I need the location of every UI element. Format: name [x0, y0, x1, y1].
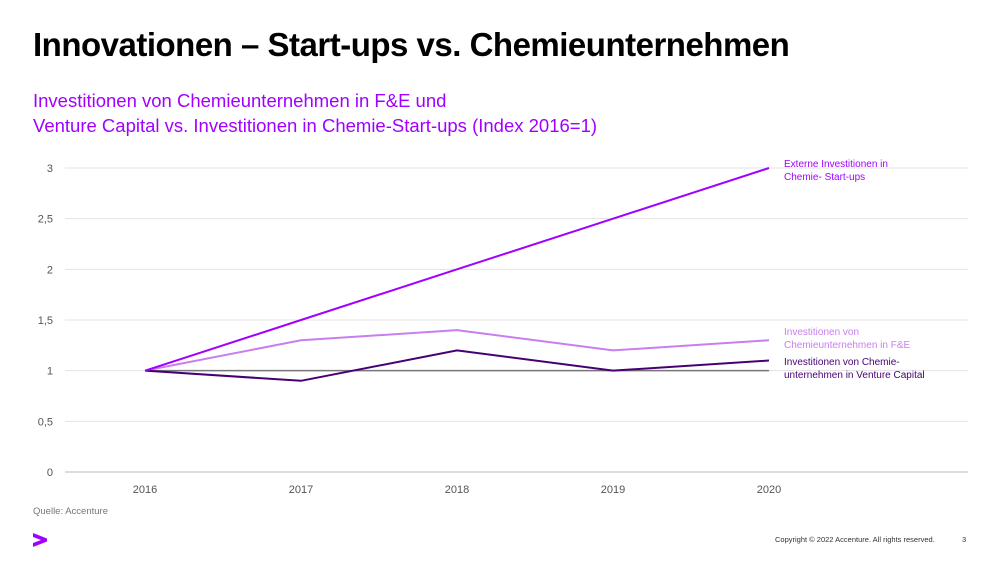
x-tick-label: 2020: [757, 484, 781, 496]
chart-subtitle-line1: Investitionen von Chemieunternehmen in F…: [33, 90, 447, 111]
source-note: Quelle: Accenture: [33, 506, 108, 517]
x-tick-label: 2016: [133, 484, 157, 496]
x-tick-label: 2019: [601, 484, 625, 496]
series-label-line: Externe Investitionen in: [784, 159, 888, 170]
series-line-2: [144, 349, 770, 382]
series-label-line: Investitionen von: [784, 327, 860, 338]
y-tick-label: 0,5: [38, 416, 53, 428]
y-tick-label: 2,5: [38, 214, 53, 226]
y-tick-label: 3: [47, 163, 53, 175]
series-line-0: [144, 167, 770, 372]
series-label-fe: Investitionen von Chemieunternehmen in F&…: [784, 326, 910, 352]
series-label-line: unternehmen in Venture Capital: [784, 370, 925, 381]
page-title: Innovationen – Start-ups vs. Chemieunter…: [33, 26, 790, 63]
chart-subtitle-line2: Venture Capital vs. Investitionen in Che…: [33, 115, 598, 136]
series-label-externe: Externe Investitionen in Chemie- Start-up…: [784, 158, 888, 184]
y-tick-label: 0: [47, 467, 53, 479]
y-tick-label: 2: [47, 264, 53, 276]
series-line-1: [144, 329, 770, 372]
x-tick-label: 2017: [289, 484, 313, 496]
series-label-line: Chemieunternehmen in F&E: [784, 340, 911, 351]
copyright: Copyright © 2022 Accenture. All rights r…: [775, 535, 935, 544]
series-label-line: Chemie- Start-ups: [784, 172, 866, 183]
series-label-line: Investitionen von Chemie-: [784, 357, 900, 368]
series-label-vc: Investitionen von Chemie-unternehmen in …: [784, 356, 925, 382]
y-tick-label: 1,5: [38, 315, 53, 327]
y-tick-label: 1: [47, 366, 53, 378]
x-tick-label: 2018: [445, 484, 469, 496]
accenture-logo-icon: [33, 533, 47, 547]
page-number: 3: [962, 535, 967, 544]
